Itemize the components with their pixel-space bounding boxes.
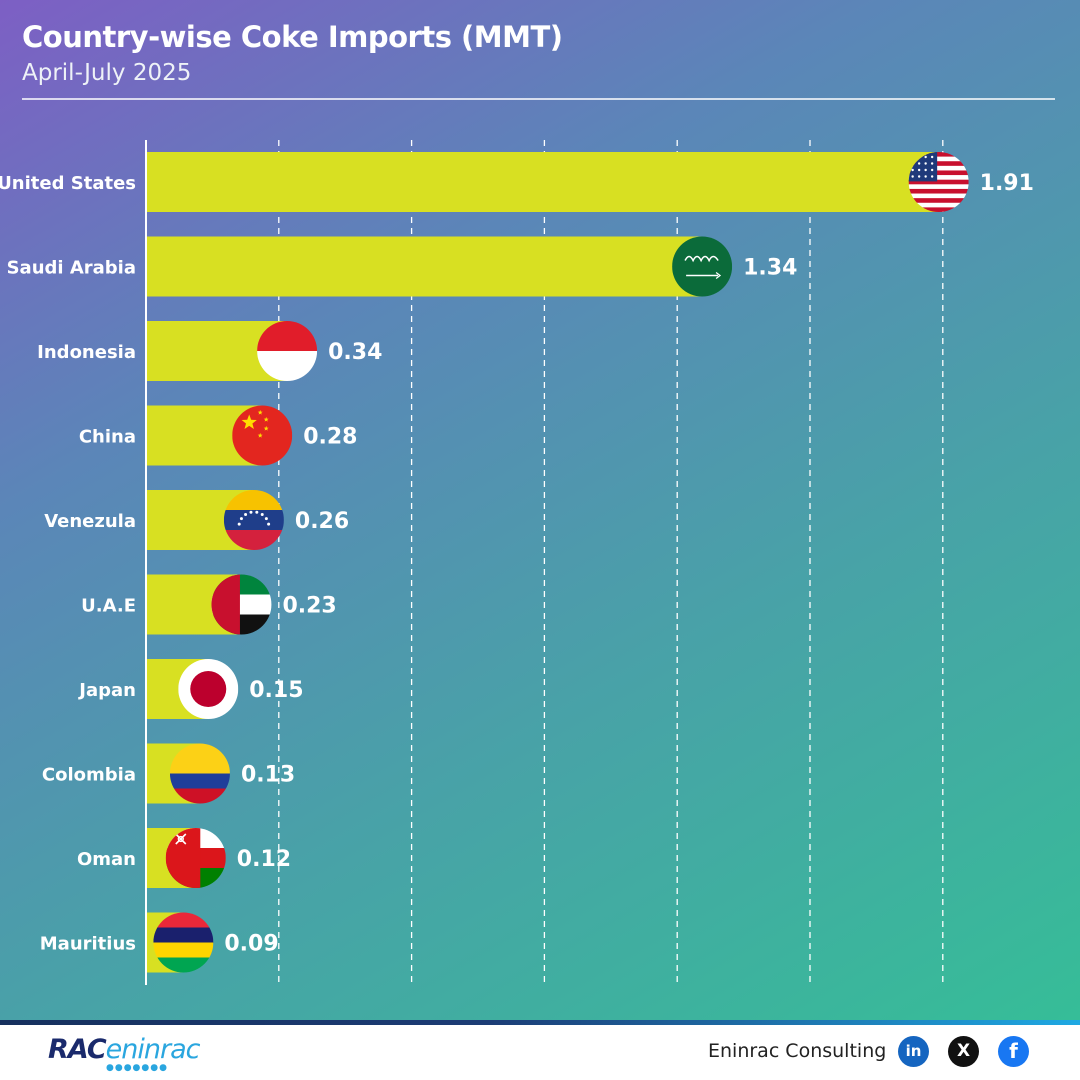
grid-lines [278, 140, 944, 985]
bar [146, 152, 939, 212]
value-label: 0.23 [282, 594, 336, 619]
company-name: Eninrac Consulting [708, 1040, 887, 1062]
value-label: 0.26 [295, 509, 349, 534]
logo-dots: ●●●●●●● [106, 1063, 168, 1073]
indonesia-flag-icon [257, 321, 318, 381]
value-label: 0.34 [328, 340, 382, 365]
category-label: Japan [77, 680, 136, 701]
value-label: 1.91 [980, 171, 1034, 196]
x-icon[interactable]: X [948, 1036, 979, 1067]
value-label: 0.09 [224, 932, 278, 957]
flag-markers [153, 152, 969, 973]
category-label: Venezula [44, 511, 136, 532]
footer: RACeninrac ●●●●●●● Eninrac Consulting in… [0, 1020, 1080, 1080]
value-label: 1.34 [743, 256, 797, 281]
logo-wordmark: RACeninrac [48, 1034, 200, 1065]
bar-chart: United States Saudi Arabia Indonesia China V… [0, 140, 1034, 985]
us-flag-icon [908, 152, 969, 212]
title-divider [22, 98, 1055, 100]
category-label: Indonesia [37, 342, 136, 363]
value-label: 0.12 [237, 847, 291, 872]
saudi-arabia-flag-icon [672, 236, 733, 297]
value-label: 0.13 [241, 763, 295, 788]
oman-flag-icon [165, 828, 226, 888]
category-label: Oman [77, 849, 136, 870]
value-label: 0.15 [249, 678, 303, 703]
category-label: Colombia [42, 765, 136, 786]
japan-flag-icon [178, 659, 239, 719]
eninrac-logo[interactable]: RACeninrac ●●●●●●● [48, 1034, 200, 1074]
linkedin-icon[interactable]: in [898, 1036, 929, 1067]
category-label: Saudi Arabia [7, 258, 136, 279]
value-labels: 1.91 1.34 0.34 0.28 0.26 0.23 0.15 0.13 0.12 0.09 [224, 171, 1034, 957]
china-flag-icon [232, 405, 293, 466]
category-labels: United States Saudi Arabia Indonesia China V… [0, 173, 136, 955]
bar [146, 236, 703, 297]
category-label: China [79, 427, 136, 448]
value-label: 0.28 [303, 425, 357, 450]
chart-title: Country-wise Coke Imports (MMT) [22, 20, 563, 54]
footer-accent-band [0, 1020, 1080, 1025]
chart-subtitle: April-July 2025 [22, 60, 192, 86]
logo-text-eninrac: eninrac [105, 1034, 201, 1065]
category-label: Mauritius [40, 934, 136, 955]
category-label: U.A.E [81, 596, 136, 617]
logo-text-rac: RAC [48, 1034, 107, 1065]
facebook-icon[interactable]: f [998, 1036, 1029, 1067]
category-label: United States [0, 173, 136, 194]
venezuela-flag-icon [223, 490, 284, 550]
